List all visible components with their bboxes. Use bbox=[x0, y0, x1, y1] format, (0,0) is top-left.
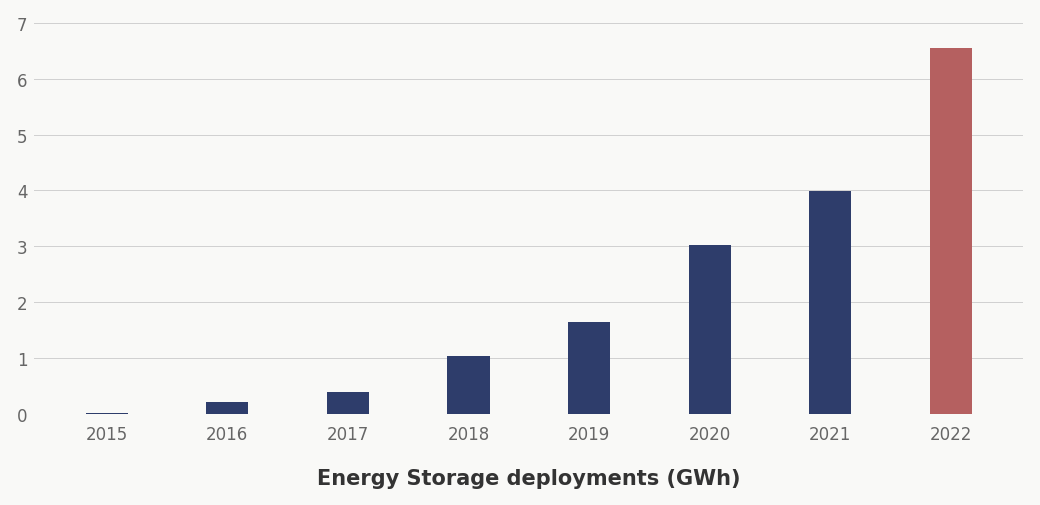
Bar bbox=[447, 357, 490, 415]
Bar bbox=[688, 246, 731, 415]
Bar bbox=[809, 192, 852, 415]
Bar bbox=[568, 322, 610, 415]
Bar bbox=[327, 392, 369, 415]
X-axis label: Energy Storage deployments (GWh): Energy Storage deployments (GWh) bbox=[317, 469, 740, 488]
Bar bbox=[206, 402, 249, 415]
Bar bbox=[85, 413, 128, 415]
Bar bbox=[930, 49, 972, 415]
